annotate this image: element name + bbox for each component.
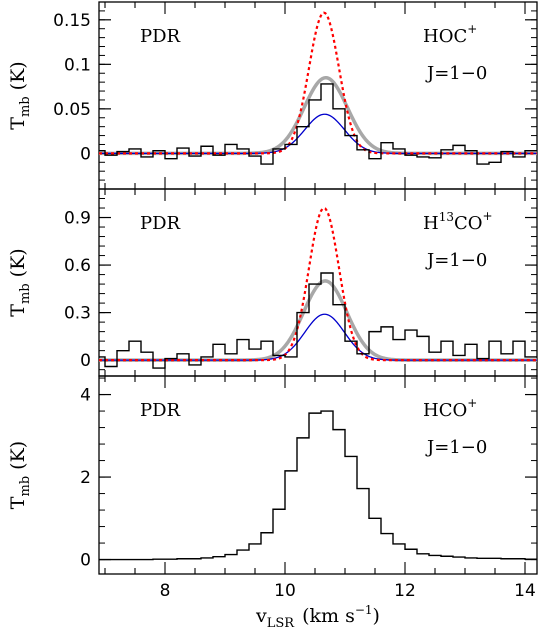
transition-label: J=1−0 [425, 437, 487, 458]
region-label: PDR [140, 400, 181, 421]
x-tick-label: 12 [394, 581, 416, 601]
panel-hco-plus: 0 2 4 Tmb(K) PDR HCO+ J=1−0 8 10 12 14 vLSR (km s−1) [7, 375, 538, 631]
y-tick-label: 0.9 [64, 209, 91, 229]
panel-frame [98, 375, 538, 575]
observed-spectrum-histogram [99, 410, 537, 561]
model-blue-curve [99, 313, 537, 361]
observed-spectrum-histogram [99, 272, 537, 369]
x-axis-title: vLSR (km s−1) [255, 603, 380, 631]
transition-label: J=1−0 [425, 250, 487, 271]
y-axis-title: Tmb(K) [7, 61, 33, 129]
y-tick-label: 0.6 [64, 256, 91, 276]
gaussian-fit-curve [99, 279, 537, 362]
panel-hoc-plus: 0 0.05 0.1 0.15 Tmb(K) PDR HOC+ J=1−0 [7, 1, 538, 190]
panel-h13co-plus: 0 0.3 0.6 0.9 Tmb(K) PDR H13CO+ J=1−0 [7, 188, 538, 377]
y-tick-label: 0 [80, 351, 91, 371]
region-label: PDR [140, 26, 181, 47]
x-tick-label: 10 [274, 581, 296, 601]
model-red-dotted-curve [99, 11, 537, 155]
y-tick-label: 0.1 [64, 55, 91, 75]
y-axis-title: Tmb(K) [7, 441, 33, 509]
region-label: PDR [140, 213, 181, 234]
y-tick-label: 2 [80, 468, 91, 488]
model-red-dotted-curve [99, 206, 537, 362]
y-axis-title: Tmb(K) [7, 248, 33, 316]
species-label: HOC+ [423, 22, 477, 47]
gaussian-fit-curve [99, 75, 537, 156]
y-tick-label: 0 [80, 551, 91, 571]
species-label: H13CO+ [423, 209, 493, 234]
x-tick-label: 8 [160, 581, 171, 601]
model-blue-curve [99, 113, 537, 155]
observed-spectrum-histogram [99, 83, 537, 165]
transition-label: J=1−0 [425, 63, 487, 84]
y-tick-label: 4 [80, 386, 91, 406]
y-tick-label: 0.3 [64, 304, 91, 324]
y-tick-label: 0.15 [53, 11, 91, 31]
y-tick-label: 0.05 [53, 100, 91, 120]
x-tick-label: 14 [514, 581, 536, 601]
y-tick-label: 0 [80, 144, 91, 164]
species-label: HCO+ [423, 396, 477, 421]
